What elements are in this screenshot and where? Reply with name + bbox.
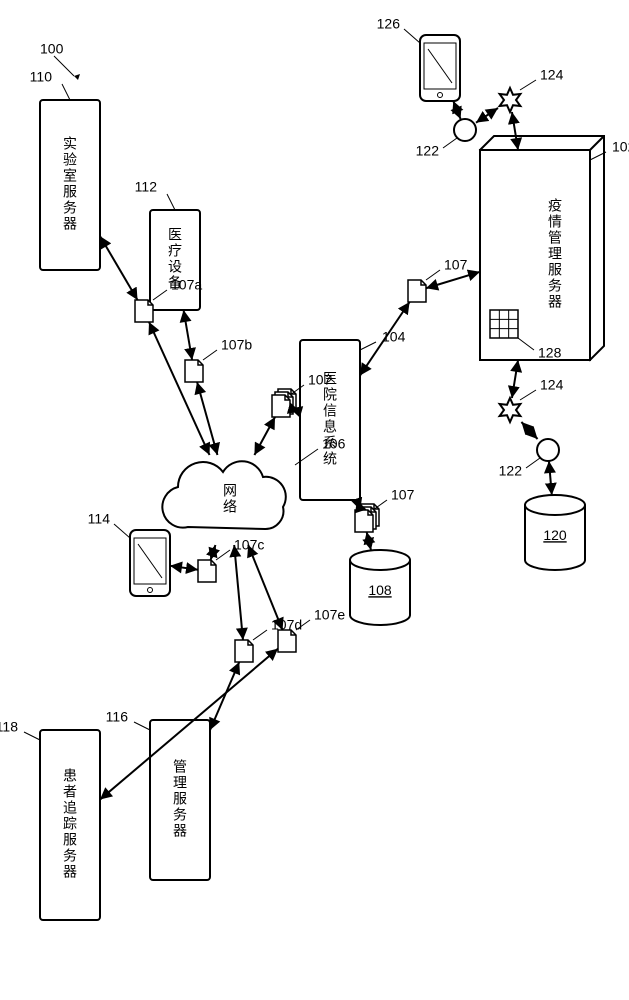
svg-text:务: 务: [63, 200, 77, 216]
svg-text:服: 服: [173, 791, 187, 807]
svg-text:设: 设: [168, 259, 182, 275]
svg-text:息: 息: [323, 419, 337, 435]
svg-text:务: 务: [548, 278, 562, 294]
svg-text:验: 验: [63, 152, 77, 168]
svg-text:器: 器: [173, 823, 187, 839]
grid-icon: [490, 310, 518, 338]
svg-text:110: 110: [30, 69, 53, 85]
svg-text:100: 100: [40, 41, 64, 57]
admin_server: 管理服务器: [150, 720, 210, 880]
svg-text:126: 126: [377, 16, 401, 32]
svg-text:医: 医: [168, 227, 182, 243]
svg-text:120: 120: [543, 527, 567, 543]
s2: [500, 398, 521, 422]
svg-text:络: 络: [223, 499, 237, 515]
svg-text:统: 统: [323, 451, 337, 467]
svg-text:追: 追: [63, 800, 77, 816]
svg-text:112: 112: [135, 179, 158, 195]
pt_track_server: 患者追踪服务器: [40, 730, 100, 920]
svg-text:院: 院: [323, 387, 337, 403]
svg-text:107a: 107a: [171, 277, 202, 293]
svg-text:124: 124: [540, 377, 564, 393]
svg-text:务: 务: [63, 848, 77, 864]
db120: 120: [525, 495, 585, 570]
svg-text:器: 器: [63, 216, 77, 232]
svg-text:122: 122: [499, 463, 523, 479]
phone_right: [420, 35, 460, 101]
svg-text:107b: 107b: [221, 337, 252, 353]
lab_server: 实验室服务器: [40, 100, 100, 270]
svg-text:踪: 踪: [63, 816, 77, 832]
svg-text:者: 者: [63, 784, 77, 800]
svg-text:管: 管: [173, 759, 187, 775]
his: 医院信息系统: [300, 340, 360, 500]
svg-text:器: 器: [63, 864, 77, 880]
svg-text:107: 107: [391, 487, 415, 503]
svg-text:102: 102: [612, 139, 629, 155]
svg-text:118: 118: [0, 719, 18, 735]
svg-text:管: 管: [548, 230, 562, 246]
svg-text:务: 务: [173, 807, 187, 823]
svg-text:106: 106: [322, 436, 346, 452]
svg-text:室: 室: [63, 168, 77, 184]
svg-text:器: 器: [548, 294, 562, 310]
svg-text:107e: 107e: [314, 607, 345, 623]
svg-text:患: 患: [63, 768, 77, 784]
svg-text:114: 114: [88, 511, 111, 527]
svg-text:108: 108: [368, 582, 392, 598]
svg-text:122: 122: [416, 143, 440, 159]
svg-text:116: 116: [106, 709, 129, 725]
svg-text:服: 服: [548, 262, 562, 278]
s1: [500, 88, 521, 112]
svg-text:107: 107: [444, 257, 468, 273]
c1: [454, 119, 476, 141]
db108: 108: [350, 550, 410, 625]
svg-text:107c: 107c: [234, 537, 264, 553]
svg-text:服: 服: [63, 832, 77, 848]
svg-text:服: 服: [63, 184, 77, 200]
svg-text:128: 128: [538, 345, 562, 361]
svg-text:信: 信: [323, 403, 337, 419]
svg-text:疫: 疫: [548, 198, 562, 214]
svg-text:107: 107: [308, 372, 332, 388]
svg-text:124: 124: [540, 67, 564, 83]
svg-text:理: 理: [548, 246, 562, 262]
medical_equipment: 医疗设备: [150, 210, 200, 310]
svg-text:网: 网: [223, 483, 237, 499]
svg-text:疗: 疗: [168, 243, 182, 259]
c2: [537, 439, 559, 461]
svg-text:情: 情: [548, 214, 562, 230]
phone_left: [130, 530, 170, 596]
svg-text:理: 理: [173, 775, 187, 791]
svg-text:实: 实: [63, 136, 77, 152]
